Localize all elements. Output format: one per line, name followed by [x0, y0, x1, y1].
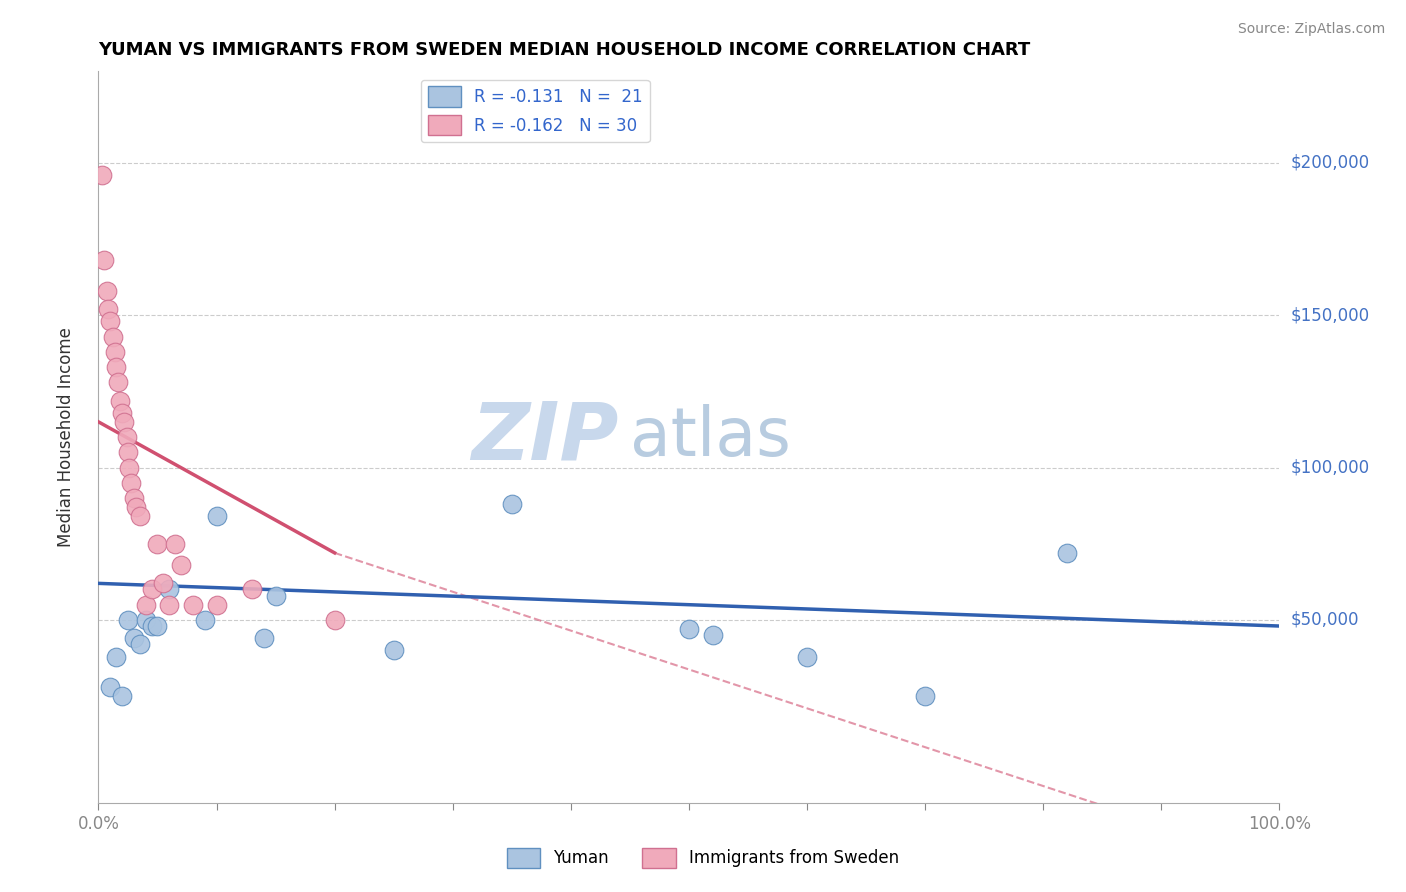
Point: [111, 689, 134, 703]
Point: [115, 430, 138, 444]
Point: [117, 613, 139, 627]
Point: [128, 637, 150, 651]
Legend: R = -0.131   N =  21, R = -0.162   N = 30: R = -0.131 N = 21, R = -0.162 N = 30: [420, 79, 650, 142]
Point: [105, 649, 128, 664]
Point: [264, 589, 287, 603]
Point: [141, 582, 163, 597]
Point: [501, 497, 523, 511]
Point: [117, 445, 139, 459]
Text: $200,000: $200,000: [1291, 153, 1369, 172]
Point: [98, 680, 121, 694]
Point: [157, 582, 180, 597]
Text: Source: ZipAtlas.com: Source: ZipAtlas.com: [1237, 22, 1385, 37]
Point: [122, 491, 145, 505]
Text: $150,000: $150,000: [1291, 306, 1369, 324]
Point: [135, 613, 157, 627]
Point: [170, 558, 193, 573]
Point: [101, 329, 124, 343]
Point: [107, 375, 129, 389]
Point: [98, 314, 121, 328]
Point: [796, 649, 818, 664]
Text: YUMAN VS IMMIGRANTS FROM SWEDEN MEDIAN HOUSEHOLD INCOME CORRELATION CHART: YUMAN VS IMMIGRANTS FROM SWEDEN MEDIAN H…: [98, 41, 1031, 59]
Legend: Yuman, Immigrants from Sweden: Yuman, Immigrants from Sweden: [501, 841, 905, 875]
Y-axis label: Median Household Income: Median Household Income: [56, 327, 75, 547]
Point: [382, 643, 405, 657]
Point: [125, 500, 148, 515]
Text: ZIP: ZIP: [471, 398, 619, 476]
Point: [702, 628, 724, 642]
Point: [205, 509, 228, 524]
Point: [240, 582, 263, 597]
Text: $50,000: $50,000: [1291, 611, 1360, 629]
Point: [93, 253, 115, 268]
Point: [104, 344, 127, 359]
Point: [146, 537, 169, 551]
Point: [205, 598, 228, 612]
Point: [152, 576, 174, 591]
Text: atlas: atlas: [630, 404, 790, 470]
Point: [181, 598, 204, 612]
Point: [128, 509, 150, 524]
Point: [194, 613, 217, 627]
Point: [323, 613, 346, 627]
Point: [157, 598, 180, 612]
Point: [122, 632, 145, 646]
Point: [108, 393, 131, 408]
Point: [914, 689, 936, 703]
Point: [253, 632, 276, 646]
Point: [105, 359, 128, 374]
Text: $100,000: $100,000: [1291, 458, 1369, 476]
Point: [1056, 546, 1078, 560]
Point: [91, 168, 114, 182]
Point: [118, 460, 141, 475]
Point: [111, 406, 134, 420]
Point: [112, 415, 135, 429]
Point: [96, 284, 118, 298]
Point: [146, 619, 169, 633]
Point: [97, 301, 120, 317]
Point: [135, 598, 157, 612]
Point: [121, 475, 143, 490]
Point: [165, 537, 187, 551]
Point: [678, 622, 700, 636]
Point: [141, 619, 163, 633]
